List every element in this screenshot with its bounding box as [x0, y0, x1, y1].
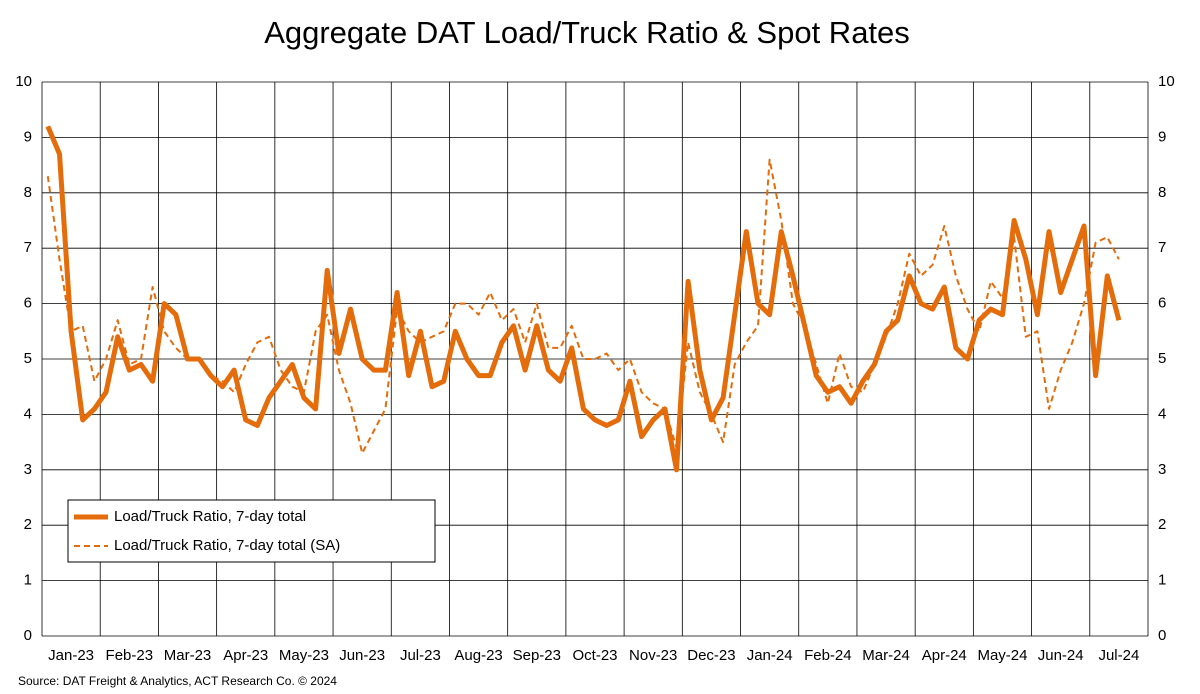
y2-tick-label: 5 [1158, 350, 1166, 367]
legend-label: Load/Truck Ratio, 7-day total (SA) [114, 537, 340, 554]
y-tick-label: 1 [24, 572, 32, 589]
y2-tick-label: 0 [1158, 627, 1166, 644]
x-tick-label: Oct-23 [572, 647, 617, 664]
y-tick-label: 3 [24, 461, 32, 478]
y2-tick-label: 8 [1158, 184, 1166, 201]
y2-tick-label: 4 [1158, 405, 1166, 422]
x-tick-label: Feb-24 [804, 647, 852, 664]
y2-tick-label: 7 [1158, 239, 1166, 256]
y-tick-label: 5 [24, 350, 32, 367]
x-tick-label: Jun-24 [1038, 647, 1084, 664]
y-tick-label: 4 [24, 405, 32, 422]
y-tick-label: 0 [24, 627, 32, 644]
legend-box [67, 499, 436, 563]
legend-label: Load/Truck Ratio, 7-day total [114, 508, 306, 525]
x-tick-label: Jul-23 [400, 647, 441, 664]
chart-title: Aggregate DAT Load/Truck Ratio & Spot Ra… [264, 15, 910, 50]
x-tick-label: Nov-23 [629, 647, 677, 664]
y-tick-label: 10 [15, 73, 32, 90]
y2-tick-label: 3 [1158, 461, 1166, 478]
series-line [45, 125, 1122, 473]
x-tick-label: Sep-23 [513, 647, 561, 664]
source-note: Source: DAT Freight & Analytics, ACT Res… [18, 674, 337, 688]
x-tick-label: Apr-24 [922, 647, 967, 664]
x-tick-label: Dec-23 [687, 647, 735, 664]
y-tick-label: 2 [24, 516, 32, 533]
y-tick-label: 6 [24, 295, 32, 312]
x-tick-label: Aug-23 [454, 647, 502, 664]
y-tick-label: 9 [24, 128, 32, 145]
y2-tick-label: 1 [1158, 572, 1166, 589]
x-tick-label: Jan-24 [747, 647, 793, 664]
x-tick-label: Feb-23 [106, 647, 154, 664]
x-tick-label: May-24 [977, 647, 1027, 664]
x-tick-label: Jun-23 [339, 647, 385, 664]
x-tick-label: Mar-24 [862, 647, 910, 664]
x-tick-label: May-23 [279, 647, 329, 664]
x-tick-label: Mar-23 [164, 647, 212, 664]
y2-tick-label: 9 [1158, 128, 1166, 145]
y2-tick-label: 2 [1158, 516, 1166, 533]
x-tick-label: Jul-24 [1098, 647, 1139, 664]
y-tick-label: 7 [24, 239, 32, 256]
x-tick-label: Jan-23 [48, 647, 94, 664]
y2-tick-label: 6 [1158, 295, 1166, 312]
y-tick-label: 8 [24, 184, 32, 201]
y2-tick-label: 10 [1158, 73, 1175, 90]
x-tick-label: Apr-23 [223, 647, 268, 664]
